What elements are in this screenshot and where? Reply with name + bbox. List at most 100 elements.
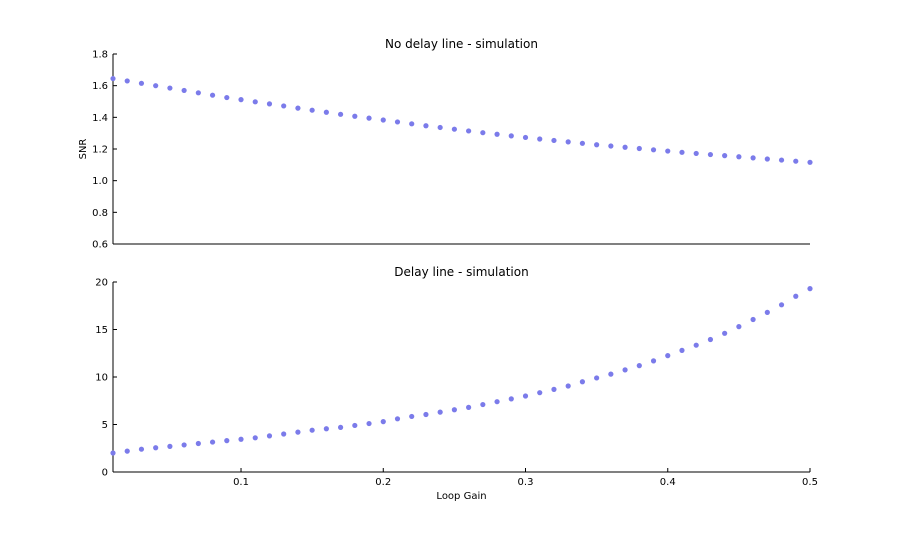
data-point bbox=[252, 99, 258, 105]
data-point bbox=[138, 80, 145, 86]
x-tick-label: 0.2 bbox=[375, 477, 391, 488]
data-point bbox=[437, 124, 443, 131]
data-point bbox=[337, 111, 344, 117]
y-tick-label: 20 bbox=[95, 278, 108, 289]
data-point bbox=[707, 151, 714, 158]
data-point bbox=[736, 324, 742, 330]
data-point bbox=[124, 78, 130, 84]
chart-title: No delay line - simulation bbox=[385, 37, 538, 51]
data-point bbox=[537, 136, 543, 142]
data-point bbox=[323, 109, 329, 115]
data-point bbox=[494, 399, 500, 405]
data-point bbox=[409, 121, 415, 127]
data-point bbox=[394, 416, 401, 422]
data-point bbox=[181, 442, 187, 448]
data-point bbox=[793, 293, 799, 299]
data-point bbox=[636, 145, 642, 152]
y-tick-label: 15 bbox=[95, 325, 108, 336]
data-point bbox=[650, 147, 657, 153]
data-point bbox=[622, 144, 628, 150]
data-point bbox=[366, 420, 372, 427]
data-point bbox=[309, 427, 315, 433]
data-point bbox=[679, 347, 685, 353]
data-point bbox=[608, 143, 614, 149]
data-point bbox=[522, 393, 529, 399]
data-point bbox=[209, 92, 216, 98]
bottom-scatter-panel: Delay line - simulation 0 5 10 15 20 0.1 0.2 0.3… bbox=[95, 265, 818, 502]
y-tick-label: 5 bbox=[102, 420, 108, 431]
data-point bbox=[579, 140, 586, 146]
data-point bbox=[579, 379, 586, 385]
x-axis-label: Loop Gain bbox=[436, 491, 486, 502]
data-point bbox=[736, 154, 742, 160]
data-point bbox=[793, 158, 799, 164]
data-point bbox=[195, 90, 201, 96]
data-point bbox=[807, 286, 813, 292]
data-point bbox=[551, 386, 557, 392]
data-point bbox=[650, 358, 657, 364]
data-point bbox=[480, 130, 486, 136]
data-point bbox=[181, 87, 187, 94]
data-point bbox=[423, 411, 429, 418]
y-tick-label: 1.2 bbox=[92, 145, 108, 156]
x-tick-label: 0.5 bbox=[802, 477, 818, 488]
data-point bbox=[380, 117, 386, 123]
data-point bbox=[679, 149, 685, 155]
data-point bbox=[110, 75, 116, 82]
data-point bbox=[750, 155, 756, 161]
data-point bbox=[764, 309, 770, 315]
data-point bbox=[295, 429, 301, 435]
data-point bbox=[508, 396, 514, 402]
data-point bbox=[110, 450, 116, 456]
y-tick-label: 0.8 bbox=[92, 208, 108, 219]
data-point bbox=[266, 433, 273, 439]
data-point bbox=[807, 159, 813, 165]
data-point bbox=[167, 85, 173, 91]
data-point bbox=[209, 439, 216, 445]
data-point bbox=[551, 137, 557, 144]
data-point bbox=[153, 445, 159, 451]
data-point bbox=[409, 413, 415, 420]
data-point bbox=[494, 131, 500, 137]
data-point bbox=[693, 150, 699, 157]
data-point bbox=[224, 438, 230, 444]
y-tick-label: 10 bbox=[95, 373, 108, 384]
data-point bbox=[693, 342, 699, 348]
y-tick-label: 1.6 bbox=[92, 81, 108, 92]
data-point bbox=[722, 330, 728, 336]
data-point bbox=[394, 119, 401, 125]
data-point bbox=[295, 105, 301, 111]
data-point bbox=[281, 103, 287, 109]
data-point bbox=[594, 375, 600, 381]
y-tick-label: 1.0 bbox=[92, 176, 108, 187]
data-point bbox=[451, 407, 457, 413]
data-point bbox=[281, 431, 287, 437]
data-point bbox=[266, 101, 273, 107]
data-point bbox=[195, 440, 201, 447]
data-point bbox=[480, 401, 486, 408]
x-tick-label: 0.4 bbox=[660, 477, 676, 488]
data-point bbox=[138, 446, 145, 452]
data-point bbox=[466, 128, 472, 134]
data-point bbox=[437, 409, 443, 415]
data-point bbox=[337, 424, 344, 430]
data-point bbox=[423, 123, 429, 129]
data-point bbox=[380, 419, 386, 425]
top-scatter-panel: No delay line - simulation 0.6 0.8 1.0 1.2 1.… bbox=[78, 37, 813, 251]
data-point bbox=[252, 435, 258, 441]
data-point bbox=[153, 83, 159, 89]
data-point bbox=[224, 94, 230, 101]
data-point bbox=[522, 134, 529, 141]
y-axis-label: SNR bbox=[78, 139, 89, 160]
data-point bbox=[565, 383, 571, 389]
data-point bbox=[309, 107, 315, 113]
data-point bbox=[238, 436, 244, 442]
data-point bbox=[323, 426, 329, 432]
data-point bbox=[366, 115, 372, 121]
data-point bbox=[636, 363, 642, 369]
data-point bbox=[665, 353, 671, 359]
x-tick-label: 0.3 bbox=[518, 477, 534, 488]
data-point bbox=[508, 133, 514, 139]
data-point bbox=[722, 153, 728, 159]
